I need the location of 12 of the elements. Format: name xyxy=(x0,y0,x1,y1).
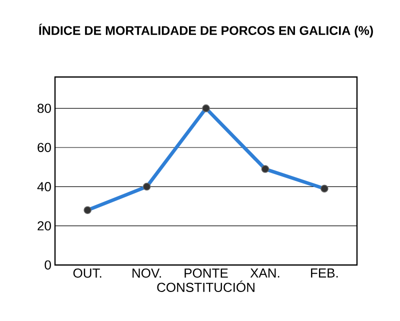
x-tick-label: NOV. xyxy=(132,268,161,278)
y-tick-label: 60 xyxy=(38,142,51,152)
x-tick-label: OUT. xyxy=(73,268,102,278)
y-tick-label: 40 xyxy=(37,182,51,192)
x-axis-title: CONSTITUCIÓN xyxy=(157,280,254,292)
y-tick-label: 20 xyxy=(38,221,51,230)
y-tick-label: 0 xyxy=(44,260,51,270)
x-tick-label: XAN. xyxy=(250,268,280,278)
chart-title: ÍNDICE DE MORTALIDADE DE PORCOS EN GALICIA (%) xyxy=(39,24,373,38)
x-tick-label: PONTE xyxy=(184,268,228,278)
y-tick-label: 80 xyxy=(38,104,51,113)
x-tick-label: FEB. xyxy=(311,268,338,278)
